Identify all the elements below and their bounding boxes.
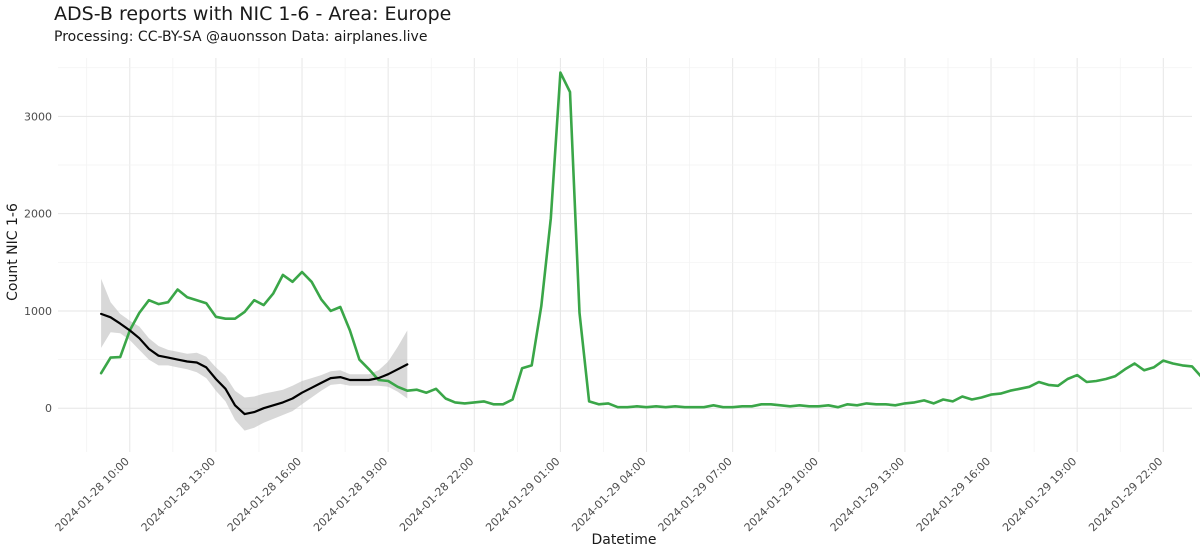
chart-subtitle: Processing: CC-BY-SA @auonsson Data: air… xyxy=(54,29,427,45)
chart-title: ADS-B reports with NIC 1-6 - Area: Europ… xyxy=(54,3,451,25)
x-tick-label: 2024-01-29 19:00 xyxy=(1000,455,1079,534)
count-line xyxy=(99,71,1200,409)
x-tick-label: 2024-01-29 13:00 xyxy=(828,455,907,534)
series-lines xyxy=(99,71,1200,416)
x-tick-label: 2024-01-29 16:00 xyxy=(914,455,993,534)
y-axis-label: Count NIC 1-6 xyxy=(5,203,21,301)
smooth-trend-line xyxy=(99,312,409,416)
smooth-confidence-band xyxy=(101,278,408,431)
y-tick-label: 2000 xyxy=(24,208,52,221)
x-tick-label: 2024-01-28 16:00 xyxy=(225,455,304,534)
x-tick-label: 2024-01-28 10:00 xyxy=(53,455,132,534)
x-tick-label: 2024-01-29 04:00 xyxy=(569,455,648,534)
x-tick-label: 2024-01-28 22:00 xyxy=(397,455,476,534)
confidence-band xyxy=(101,278,408,431)
x-tick-label: 2024-01-29 10:00 xyxy=(742,455,821,534)
x-axis-label: Datetime xyxy=(591,532,656,548)
x-tick-label: 2024-01-28 19:00 xyxy=(311,455,390,534)
x-tick-label: 2024-01-29 22:00 xyxy=(1086,455,1165,534)
y-tick-label: 1000 xyxy=(24,305,52,318)
y-tick-label: 0 xyxy=(45,402,52,415)
x-tick-label: 2024-01-28 13:00 xyxy=(139,455,218,534)
x-tick-label: 2024-01-29 01:00 xyxy=(483,455,562,534)
x-tick-label: 2024-01-29 07:00 xyxy=(656,455,735,534)
y-tick-label: 3000 xyxy=(24,110,52,123)
